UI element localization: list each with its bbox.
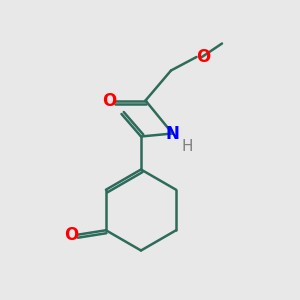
Text: O: O [196,48,210,66]
Text: O: O [102,92,116,110]
Text: N: N [166,124,179,142]
Text: H: H [182,139,193,154]
Text: O: O [64,226,78,244]
